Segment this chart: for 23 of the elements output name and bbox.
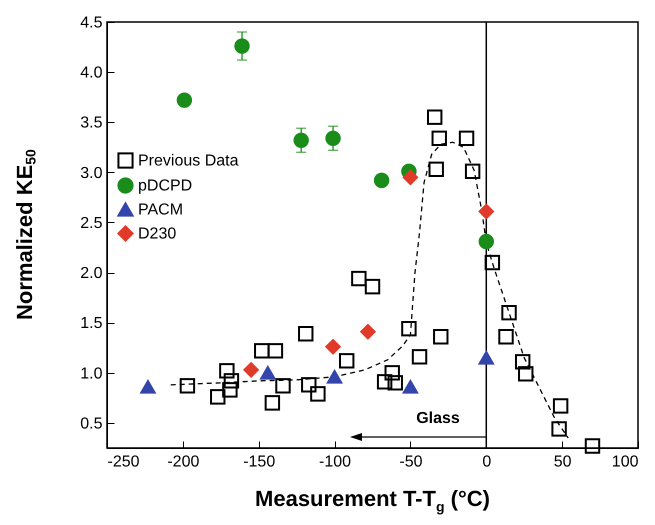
y-tick-label: 2.5 [80, 214, 103, 232]
x-tick-label: -250 [108, 454, 140, 470]
x-tick-label: 100 [612, 454, 639, 470]
legend-label: Previous Data [138, 152, 239, 170]
y-tick-label: 2.0 [80, 265, 103, 282]
annotation: Glass [415, 410, 461, 428]
x-axis-title: Measurement T-T$_{g}$ (°C) [254, 486, 491, 514]
legend-label: PACM [138, 202, 184, 218]
y-tick-label: 4.5 [80, 14, 103, 32]
y-tick-label: 3.0 [80, 164, 103, 182]
y-tick-label: 1.5 [80, 315, 103, 332]
y-tick-label: 4.0 [80, 64, 103, 82]
y-tick-label: 3.5 [80, 114, 103, 132]
x-tick-label: 50 [554, 454, 572, 470]
y-tick-label: 0.5 [80, 415, 103, 432]
legend-label: pDCPD [138, 178, 192, 194]
y-tick-label: 1.0 [80, 365, 103, 382]
x-tick-label: -150 [243, 454, 276, 470]
legend-label: D230 [138, 226, 176, 242]
x-tick-label: 0 [482, 454, 492, 470]
x-tick-label: -50 [399, 454, 423, 470]
x-tick-label: -200 [167, 454, 200, 470]
x-tick-label: -100 [319, 454, 352, 470]
